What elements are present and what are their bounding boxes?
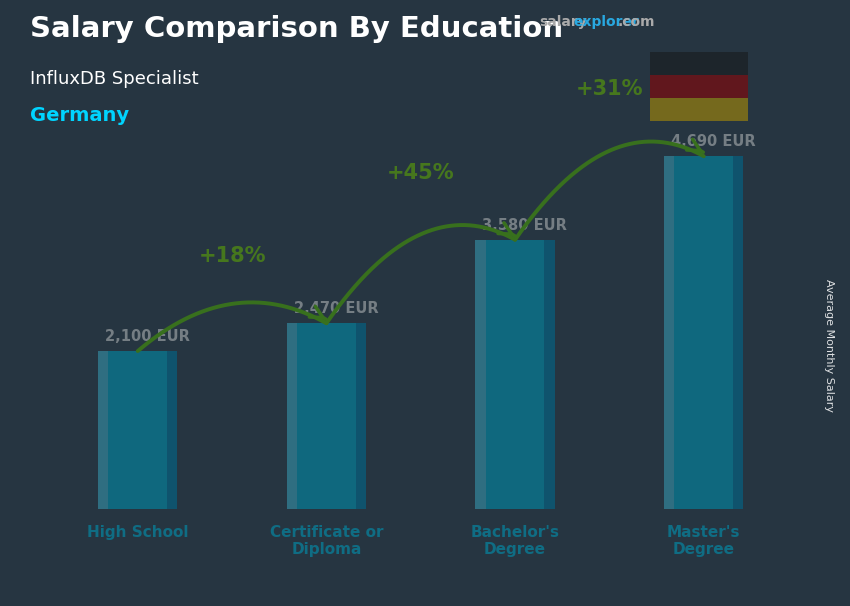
Text: Germany: Germany — [30, 106, 129, 125]
Bar — [650, 75, 748, 98]
Text: +45%: +45% — [387, 162, 455, 182]
Bar — [286, 323, 366, 509]
Bar — [286, 323, 298, 509]
Bar — [356, 323, 366, 509]
Bar — [475, 240, 485, 509]
Text: Salary Comparison By Education: Salary Comparison By Education — [30, 15, 563, 43]
Bar — [650, 98, 748, 121]
Bar — [475, 240, 555, 509]
Text: 4,690 EUR: 4,690 EUR — [671, 135, 756, 150]
Text: salary: salary — [540, 15, 587, 29]
Bar — [664, 156, 744, 509]
Bar — [664, 156, 674, 509]
Text: InfluxDB Specialist: InfluxDB Specialist — [30, 70, 198, 88]
Text: 3,580 EUR: 3,580 EUR — [482, 218, 567, 233]
Text: 2,470 EUR: 2,470 EUR — [293, 301, 378, 316]
Bar — [544, 240, 555, 509]
Text: +31%: +31% — [575, 79, 643, 99]
Bar — [98, 351, 109, 509]
Bar — [167, 351, 178, 509]
Bar — [733, 156, 744, 509]
Bar — [98, 351, 178, 509]
Text: explorer: explorer — [574, 15, 639, 29]
Text: Average Monthly Salary: Average Monthly Salary — [824, 279, 834, 412]
Text: 2,100 EUR: 2,100 EUR — [105, 329, 190, 344]
Text: .com: .com — [618, 15, 655, 29]
Bar — [650, 52, 748, 75]
Text: +18%: +18% — [198, 246, 266, 266]
